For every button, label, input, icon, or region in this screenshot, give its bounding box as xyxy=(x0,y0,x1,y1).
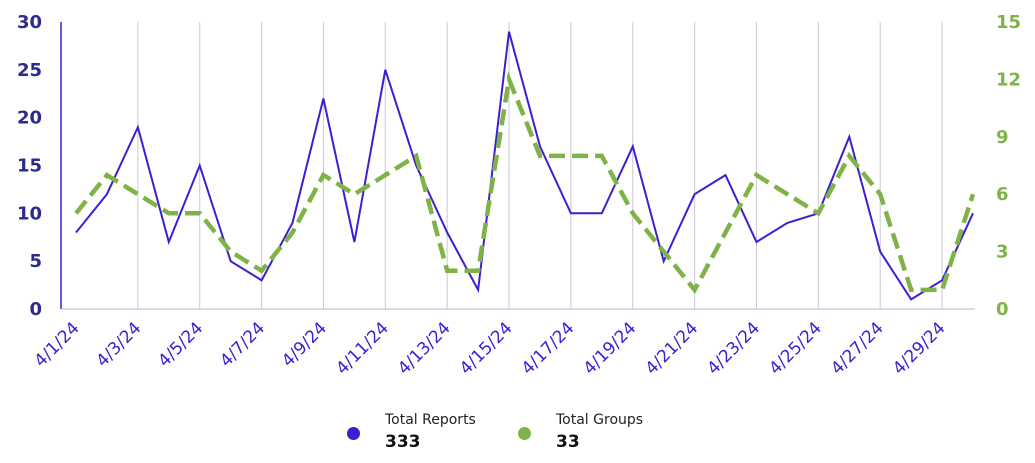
y-left-tick-label: 15 xyxy=(17,156,42,177)
x-tick-label: 4/1/24 xyxy=(31,318,84,371)
x-tick-label: 4/9/24 xyxy=(278,318,331,371)
x-tick-label: 4/25/24 xyxy=(765,318,825,378)
legend-value: 333 xyxy=(385,432,421,452)
legend-label: Total Groups xyxy=(556,412,644,428)
x-tick-label: 4/17/24 xyxy=(518,318,578,378)
y-right-tick-label: 12 xyxy=(996,69,1021,90)
x-tick-label: 4/15/24 xyxy=(456,318,516,378)
x-tick-label: 4/29/24 xyxy=(889,318,949,378)
x-tick-label: 4/23/24 xyxy=(704,318,764,378)
y-left-tick-label: 25 xyxy=(17,60,42,81)
y-right-tick-label: 0 xyxy=(996,299,1009,320)
y-left-tick-label: 30 xyxy=(17,12,42,33)
y-right-tick-label: 9 xyxy=(996,127,1009,148)
y-right-tick-label: 15 xyxy=(996,12,1021,33)
total-reports-line xyxy=(75,31,974,301)
total-reports-legend-marker xyxy=(347,427,360,440)
legend-value: 33 xyxy=(556,432,580,452)
y-left-tick-label: 10 xyxy=(17,203,42,224)
total-groups-line xyxy=(74,71,976,294)
x-tick-label: 4/5/24 xyxy=(154,318,207,371)
y-left-tick-label: 20 xyxy=(17,108,42,129)
legend-item-total-reports: Total Reports 333 xyxy=(347,410,476,454)
y-right-tick-label: 3 xyxy=(996,242,1009,263)
x-tick-label: 4/19/24 xyxy=(580,318,640,378)
y-right-tick-label: 6 xyxy=(996,184,1009,205)
y-left-tick-label: 0 xyxy=(29,299,42,320)
x-tick-label: 4/3/24 xyxy=(93,318,146,371)
x-tick-label: 4/7/24 xyxy=(216,318,269,371)
x-tick-label: 4/21/24 xyxy=(642,318,702,378)
x-tick-label: 4/27/24 xyxy=(827,318,887,378)
x-tick-label: 4/11/24 xyxy=(332,318,392,378)
y-left-tick-label: 5 xyxy=(29,251,42,272)
legend-label: Total Reports xyxy=(385,412,476,428)
total-groups-legend-marker xyxy=(518,427,531,440)
x-tick-label: 4/13/24 xyxy=(394,318,454,378)
legend-item-total-groups: Total Groups 33 xyxy=(518,410,643,454)
